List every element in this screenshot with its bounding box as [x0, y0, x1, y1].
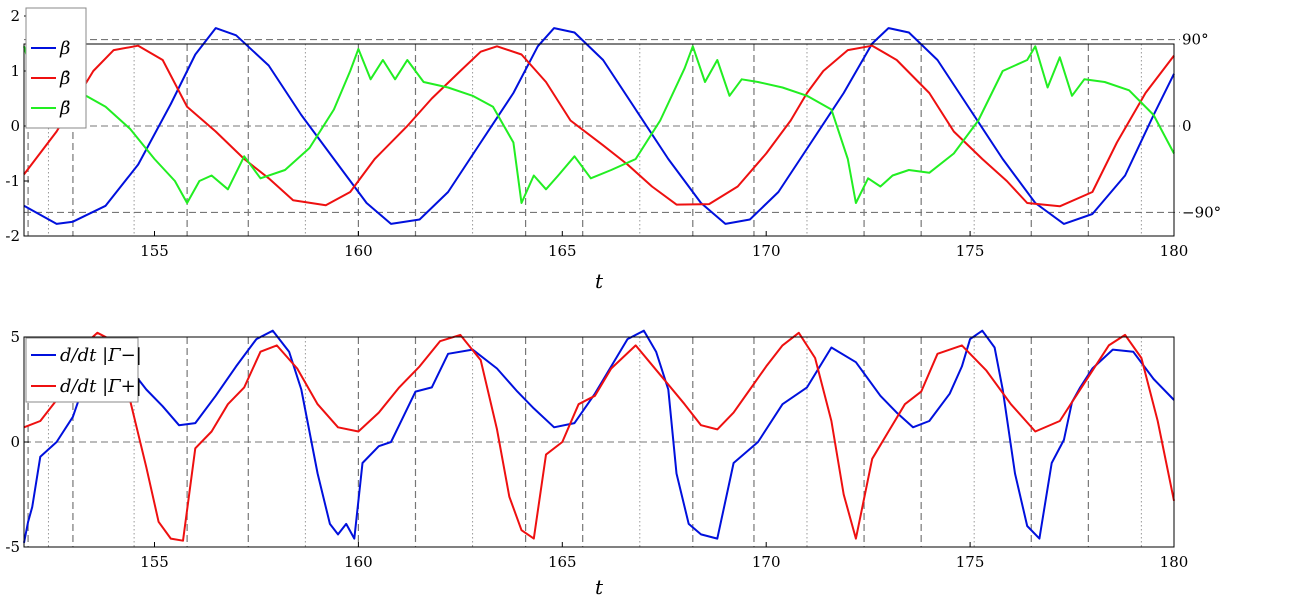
top-x-tick-label-5: 180 — [1160, 242, 1189, 260]
top-x-axis-label: t — [595, 269, 604, 293]
top-markers — [27, 44, 1142, 236]
top-reference-lines — [24, 39, 1180, 213]
bottom-series — [23, 329, 1175, 543]
legend-beta-dot-label: β̇ — [59, 68, 70, 89]
bottom-x-tick-label-2: 165 — [548, 553, 577, 571]
bottom-y-tick-label-1: 0 — [10, 433, 20, 451]
bottom-x-axis-label: t — [595, 575, 604, 596]
bottom-x-tick-label-4: 175 — [956, 553, 985, 571]
bottom-x-tick-label-0: 155 — [140, 553, 169, 571]
top-series-2 — [23, 45, 1175, 204]
top-x-tick-label-3: 170 — [752, 242, 781, 260]
top-axes-frame — [23, 43, 1175, 237]
bottom-series-0 — [23, 329, 1175, 543]
top-right-tick-label-1: 0 — [1182, 117, 1192, 135]
top-x-tick-label-2: 165 — [548, 242, 577, 260]
bottom-x-tick-label-5: 180 — [1160, 553, 1189, 571]
top-x-tick-label-4: 175 — [956, 242, 985, 260]
legend-beta-label: β — [59, 38, 70, 59]
bottom-x-tick-label-3: 170 — [752, 553, 781, 571]
top-legend: β β̇ β̈ — [25, 7, 87, 129]
bottom-y-tick-label-2: 5 — [10, 328, 20, 346]
bottom-legend: d/dt |Γ−| d/dt |Γ+| — [25, 337, 142, 403]
top-series-0 — [23, 27, 1175, 225]
legend-gamma-plus-label: d/dt |Γ+| — [60, 376, 142, 397]
top-y-tick-label-0: -2 — [5, 227, 20, 245]
top-right-tick-label-0: 90° — [1182, 31, 1209, 49]
top-right-tick-label-2: −90° — [1182, 203, 1221, 221]
bottom-legend-box — [25, 337, 139, 403]
top-right-ticks: 90° 0 −90° — [1182, 31, 1221, 222]
top-y-ticks: -2 -1 0 1 2 — [5, 7, 29, 245]
top-series-1 — [23, 44, 1175, 208]
top-x-ticks: 155 160 165 170 175 180 — [140, 231, 1188, 260]
legend-beta-ddot-label: β̈ — [59, 98, 70, 119]
top-y-tick-label-3: 1 — [10, 62, 20, 80]
bottom-chart: -5 0 5 155 160 165 170 175 180 t d/dt |Γ−| d/dt… — [5, 328, 1188, 596]
bottom-x-tick-label-1: 160 — [344, 553, 373, 571]
top-x-tick-label-1: 160 — [344, 242, 373, 260]
bottom-y-tick-label-0: -5 — [5, 538, 20, 556]
legend-gamma-minus-label: d/dt |Γ−| — [60, 345, 142, 366]
bottom-x-ticks: 155 160 165 170 175 180 — [140, 542, 1188, 571]
top-y-tick-label-4: 2 — [10, 7, 20, 25]
top-y-tick-label-2: 0 — [10, 117, 20, 135]
top-y-tick-label-1: -1 — [5, 172, 20, 190]
top-legend-box — [25, 7, 87, 129]
top-chart: -2 -1 0 1 2 155 160 165 170 175 180 90° 0 −90° t β … — [5, 7, 1221, 293]
bottom-series-1 — [23, 331, 1175, 542]
top-x-tick-label-0: 155 — [140, 242, 169, 260]
bottom-y-ticks: -5 0 5 — [5, 328, 29, 556]
top-series — [23, 27, 1175, 225]
